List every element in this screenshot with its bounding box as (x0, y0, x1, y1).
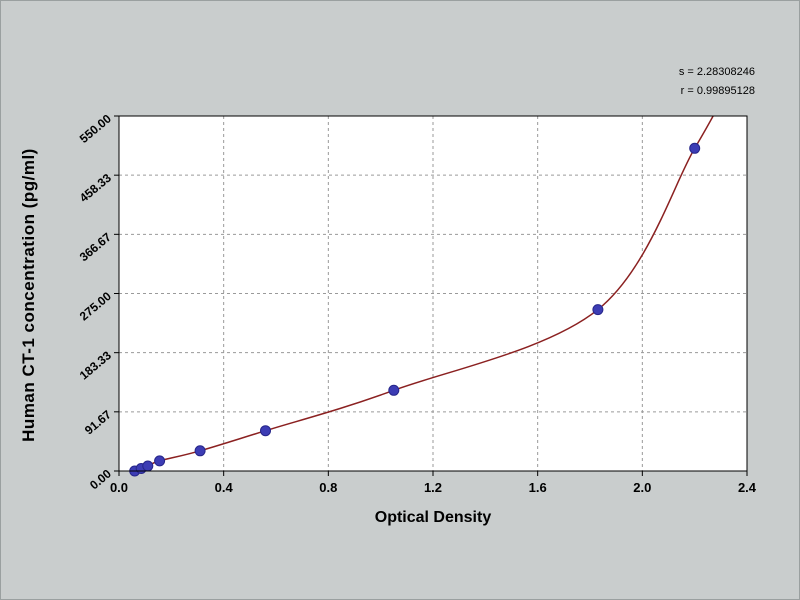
x-tick-label: 2.0 (633, 480, 651, 495)
y-tick-label: 183.33 (77, 348, 114, 383)
data-point (142, 460, 154, 472)
data-point (194, 445, 206, 457)
x-tick-label: 2.4 (738, 480, 757, 495)
data-point (592, 304, 604, 316)
y-axis-title: Human CT-1 concentration (pg/ml) (19, 148, 38, 442)
data-point (388, 384, 400, 396)
data-point (689, 142, 701, 154)
fit-stat-r: r = 0.99895128 (680, 85, 755, 97)
y-tick-label: 275.00 (77, 289, 114, 324)
data-point (154, 455, 166, 467)
axis-ticks (114, 115, 748, 476)
x-tick-label: 0.4 (215, 480, 234, 495)
y-tick-label: 550.00 (77, 111, 114, 146)
fit-stat-s: s = 2.28308246 (678, 66, 755, 78)
x-tick-label: 0.8 (319, 480, 337, 495)
x-tick-label: 1.6 (529, 480, 547, 495)
gridlines (119, 116, 747, 471)
y-tick-label: 91.67 (82, 407, 114, 437)
y-tick-label: 458.33 (77, 171, 114, 206)
x-axis-title: Optical Density (374, 509, 492, 526)
y-tick-label: 366.67 (77, 230, 114, 265)
fit-statistics: s = 2.28308246 r = 0.99895128 (679, 63, 755, 101)
x-tick-label: 1.2 (424, 480, 442, 495)
data-point (260, 425, 271, 437)
x-tick-label: 0.0 (110, 480, 128, 495)
